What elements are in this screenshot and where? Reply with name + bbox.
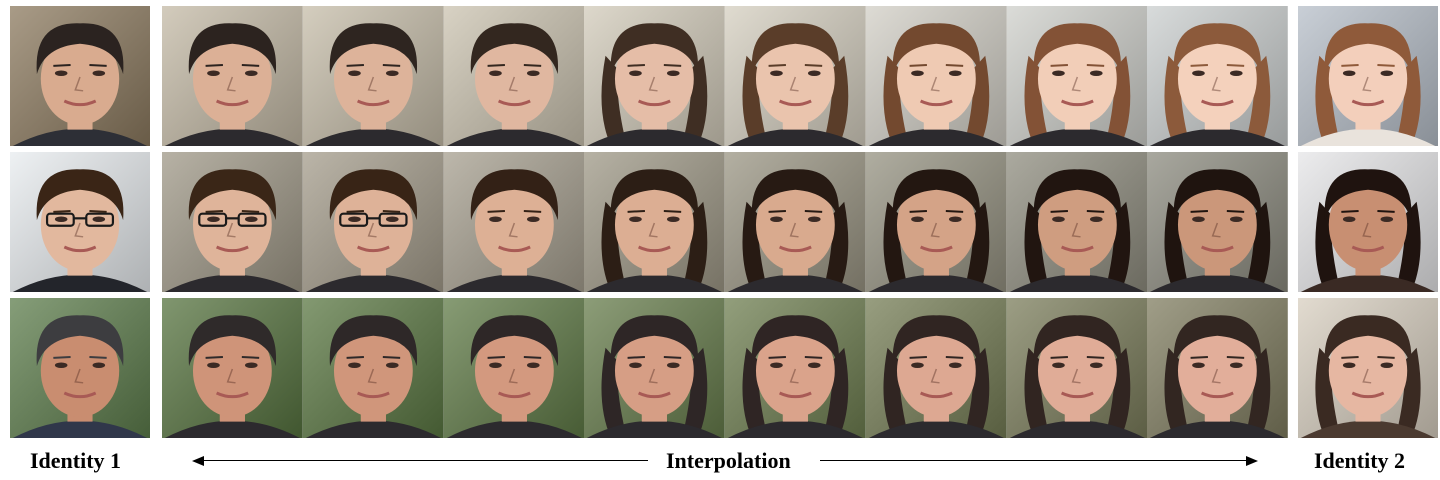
interpolation-face-row-2-step-1 [162,152,303,292]
interpolation-face-row-2-step-6 [865,152,1007,292]
interpolation-face-row-3-step-5 [725,298,866,438]
arrow-head-left [192,455,204,466]
identity-2-face-row-1 [1298,6,1438,146]
interpolation-face-row-1-step-7 [1006,6,1148,146]
interpolation-face-row-1-step-2 [302,6,444,146]
interpolation-face-row-1-step-5 [725,6,866,146]
interpolation-face-row-1-step-6 [865,6,1007,146]
identity-2-face-row-2 [1298,152,1438,292]
interpolation-arrow-left-line [200,460,648,461]
interpolation-face-row-1-step-4 [584,6,725,146]
interpolation-face-row-3-step-1 [162,298,303,438]
interpolation-face-row-2-step-5 [725,152,866,292]
identity-2-face-row-3 [1298,298,1438,438]
interpolation-face-row-3-step-6 [865,298,1007,438]
identity-1-face-row-2 [10,152,150,292]
interpolation-face-row-1-step-8 [1147,6,1288,146]
arrow-head-right [1246,455,1258,466]
interpolation-face-row-1-step-1 [162,6,303,146]
interpolation-face-row-3-step-8 [1147,298,1288,438]
interpolation-face-row-3-step-7 [1006,298,1148,438]
interpolation-face-row-2-step-7 [1006,152,1148,292]
interpolation-face-row-3-step-4 [584,298,725,438]
interpolation-face-row-2-step-8 [1147,152,1288,292]
interpolation-face-row-2-step-4 [584,152,725,292]
interpolation-face-row-2-step-2 [302,152,444,292]
interpolation-face-row-2-step-3 [443,152,585,292]
interpolation-arrow-right-line [820,460,1248,461]
interpolation-label: Interpolation [666,448,791,473]
interpolation-face-row-3-step-2 [302,298,444,438]
identity-1-face-row-1 [10,6,150,146]
identity-2-label: Identity 2 [1314,448,1406,473]
identity-1-face-row-3 [10,298,150,438]
identity-1-label: Identity 1 [30,448,122,473]
interpolation-face-row-1-step-3 [443,6,585,146]
interpolation-face-row-3-step-3 [443,298,585,438]
